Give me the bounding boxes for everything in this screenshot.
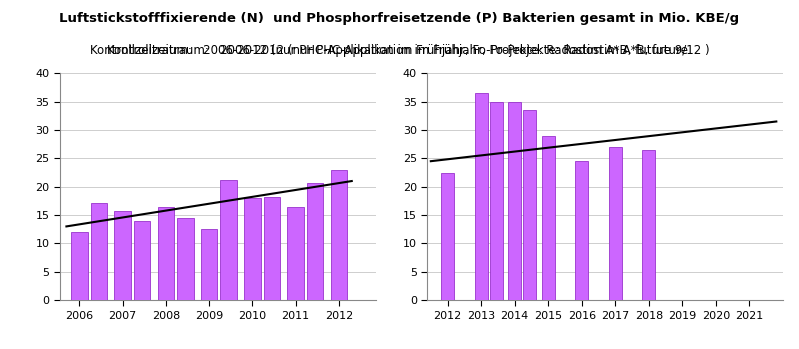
Bar [542,136,555,300]
Bar [90,202,107,300]
Bar [244,198,260,300]
Bar [508,102,521,300]
Bar [201,229,217,300]
Bar [264,197,280,300]
Bar [475,93,487,300]
Text: Luftstickstofffixierende (N)  und Phosphorfreisetzende (P) Bakterien gesamt in M: Luftstickstofffixierende (N) und Phospho… [59,12,740,25]
Bar [157,207,174,300]
Bar [441,172,454,300]
Bar [71,232,88,300]
Text: Kontrollzeitraum:   2006-2012 (nur PHC-Applikation im Frühjahr, Fo-Projekte: Rad: Kontrollzeitraum: 2006-2012 (nur PHC-App… [107,44,692,57]
Bar [221,180,237,300]
Bar [307,183,324,300]
Bar [134,221,150,300]
Bar [288,207,304,300]
Bar [177,218,193,300]
Bar [114,211,131,300]
Text: Kontrollzeitraum:   2006-2012 (nur PHC-Applikation im Frühjahr, Fo-Projekte: Rad: Kontrollzeitraum: 2006-2012 (nur PHC-App… [89,44,710,57]
Bar [331,170,347,300]
Bar [642,150,655,300]
Bar [609,147,622,300]
Bar [575,161,588,300]
Bar [490,102,503,300]
Bar [523,110,536,300]
